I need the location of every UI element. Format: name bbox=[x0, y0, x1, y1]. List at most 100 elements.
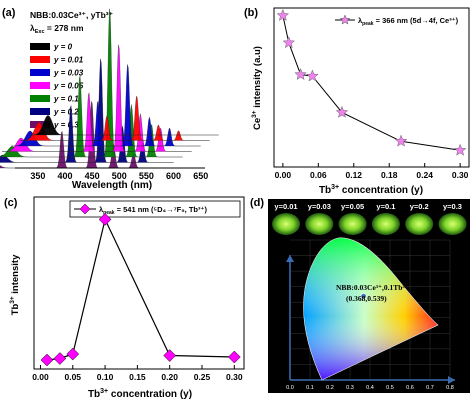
cie-x-tick-label: 0.1 bbox=[306, 385, 314, 391]
legend-swatch bbox=[30, 43, 50, 50]
sample-photo-label: y=0.05 bbox=[341, 202, 364, 211]
legend-diamond-icon bbox=[79, 203, 91, 215]
cie-annotation-coordinates: (0.368,0.539) bbox=[346, 294, 387, 303]
cie-y-arrow-icon bbox=[286, 255, 294, 262]
legend-swatch bbox=[30, 56, 50, 63]
series-line bbox=[282, 15, 461, 151]
data-point-star bbox=[294, 67, 307, 81]
panel-a-title: NBB:0.03Ce³⁺, yTb³⁺ bbox=[30, 10, 113, 20]
sample-photo bbox=[272, 213, 300, 235]
panel-a-x-label: Wavelength (nm) bbox=[72, 180, 152, 191]
legend-label: y = 0.3 bbox=[53, 121, 79, 130]
panel-c-x-ticks: 0.00 0.05 0.10 0.15 0.20 0.25 0.30 bbox=[32, 365, 243, 382]
panel-a-x-ticks: 350 400 450 500 550 600 650 bbox=[30, 171, 208, 181]
data-point-diamond bbox=[98, 213, 112, 226]
panel-b: (b) λpeak = 366 nm (5d→4f, Ce³⁺) 0.00 0.0… bbox=[244, 7, 470, 196]
data-point-diamond bbox=[227, 350, 241, 364]
panel-c-y-label: Tb3+ intensity bbox=[9, 254, 21, 315]
sample-photo-label: y=0.1 bbox=[376, 202, 395, 211]
sample-photo bbox=[405, 213, 434, 235]
panel-c-legend: λpeak = 541 nm (⁵D₄→⁷F₅, Tb³⁺) bbox=[69, 200, 241, 218]
cie-x-tick-label: 0.8 bbox=[446, 385, 454, 391]
panel-d-cie-diagram: NBB:0.03Ce³⁺,0.1Tb³⁺ (0.368,0.539) 0.0 0.… bbox=[286, 237, 455, 391]
panel-d: (d) y=0.01 y=0.03 y=0.05 y=0.1 y=0.2 y=0.3 NB… bbox=[250, 197, 470, 393]
x-tick-label: 0.15 bbox=[129, 372, 146, 382]
sample-photo bbox=[305, 213, 334, 235]
x-tick-label: 0.18 bbox=[381, 170, 398, 180]
x-tick-label: 450 bbox=[85, 171, 100, 181]
legend-label: y = 0.2 bbox=[53, 108, 79, 117]
series-line bbox=[46, 217, 235, 361]
x-tick-label: 0.30 bbox=[452, 170, 469, 180]
cie-horseshoe-overlay bbox=[303, 237, 439, 381]
x-tick-label: 500 bbox=[112, 171, 127, 181]
sample-photo-label: y=0.01 bbox=[274, 202, 297, 211]
cie-x-arrow-icon bbox=[448, 376, 455, 384]
spectrum-series bbox=[0, 8, 183, 158]
legend-box bbox=[69, 200, 241, 218]
data-point-diamond bbox=[163, 349, 177, 362]
sample-photo bbox=[438, 213, 467, 235]
x-tick-label: 0.30 bbox=[226, 372, 243, 382]
x-tick-label: 0.06 bbox=[310, 170, 327, 180]
panel-d-sample-photos: y=0.01 y=0.03 y=0.05 y=0.1 y=0.2 y=0.3 bbox=[272, 202, 467, 235]
legend-swatch bbox=[30, 95, 50, 102]
data-point-diamond bbox=[40, 353, 54, 367]
panel-a: (a) NBB:0.03Ce³⁺, yTb³⁺ λExc = 278 nm y … bbox=[0, 7, 219, 191]
sample-photo-label: y=0.3 bbox=[443, 202, 462, 211]
panel-c-legend-text: λpeak = 541 nm (⁵D₄→⁷F₅, Tb³⁺) bbox=[99, 205, 207, 216]
panel-c-label: (c) bbox=[4, 197, 18, 209]
legend-swatch bbox=[30, 69, 50, 76]
panel-b-legend: λpeak = 366 nm (5d→4f, Ce³⁺) bbox=[335, 14, 459, 27]
cie-annotation-composition: NBB:0.03Ce³⁺,0.1Tb³⁺ bbox=[336, 283, 409, 292]
x-tick-label: 650 bbox=[193, 171, 208, 181]
panel-a-excitation: λExc = 278 nm bbox=[30, 23, 84, 35]
data-point-star bbox=[282, 36, 296, 49]
x-tick-label: 0.20 bbox=[161, 372, 178, 382]
cie-x-tick-label: 0.4 bbox=[366, 385, 374, 391]
cie-x-tick-label: 0.7 bbox=[426, 385, 434, 391]
cie-coordinate-point bbox=[360, 293, 367, 300]
cie-x-tick-label: 0.6 bbox=[406, 385, 414, 391]
data-point-star bbox=[306, 69, 319, 82]
sample-photo bbox=[338, 213, 367, 235]
panel-b-x-ticks: 0.00 0.06 0.12 0.18 0.24 0.30 bbox=[275, 163, 469, 180]
legend-label: y = 0.01 bbox=[53, 56, 84, 65]
legend-label: y = 0.05 bbox=[53, 82, 84, 91]
x-tick-label: 600 bbox=[166, 171, 181, 181]
data-point-star bbox=[453, 143, 467, 156]
x-tick-label: 400 bbox=[57, 171, 72, 181]
panel-b-data bbox=[276, 8, 467, 156]
legend-label: y = 0.03 bbox=[53, 69, 84, 78]
x-tick-label: 0.12 bbox=[345, 170, 362, 180]
panel-a-label: (a) bbox=[2, 7, 16, 19]
panel-c-data bbox=[40, 213, 241, 367]
legend-label: y = 0 bbox=[53, 43, 73, 52]
data-point-star bbox=[394, 134, 408, 147]
x-tick-label: 0.10 bbox=[97, 372, 114, 382]
spectrum-series bbox=[2, 44, 192, 152]
cie-x-tick-label: 0.3 bbox=[346, 385, 354, 391]
panel-d-label: (d) bbox=[250, 197, 264, 209]
data-point-star bbox=[335, 105, 349, 118]
legend-swatch bbox=[30, 82, 50, 89]
spectrum-series bbox=[20, 95, 210, 141]
sample-photo bbox=[371, 213, 400, 235]
panel-b-plot-frame bbox=[273, 7, 470, 168]
legend-label: y = 0.1 bbox=[53, 95, 79, 104]
data-point-star bbox=[276, 8, 290, 21]
sample-photo-label: y=0.03 bbox=[308, 202, 331, 211]
spectrum-series bbox=[29, 115, 219, 136]
panel-b-label: (b) bbox=[244, 7, 258, 19]
x-tick-label: 0.24 bbox=[416, 170, 433, 180]
x-tick-label: 350 bbox=[30, 171, 45, 181]
sample-photo-label: y=0.2 bbox=[410, 202, 429, 211]
data-point-diamond bbox=[66, 347, 80, 361]
panel-b-legend-text: λpeak = 366 nm (5d→4f, Ce³⁺) bbox=[358, 16, 459, 27]
legend-swatch bbox=[30, 108, 50, 115]
x-tick-label: 0.00 bbox=[275, 170, 292, 180]
x-tick-label: 0.05 bbox=[64, 372, 81, 382]
legend-star-icon bbox=[339, 14, 351, 25]
x-tick-label: 550 bbox=[139, 171, 154, 181]
